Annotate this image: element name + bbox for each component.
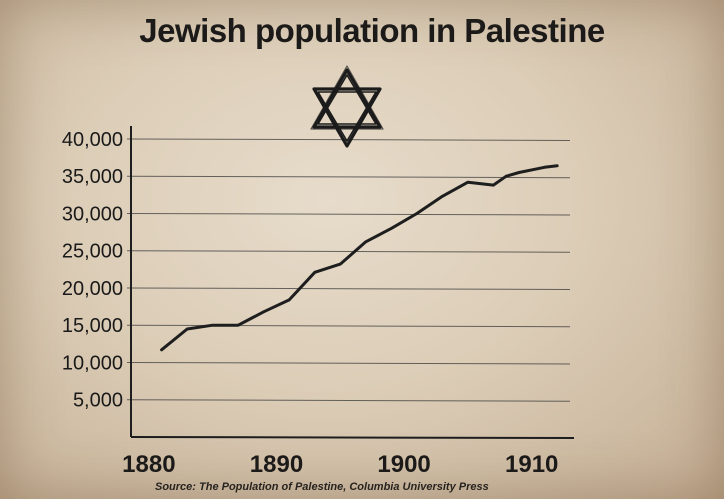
axes [130,126,575,439]
data-point [236,324,240,327]
y-tick-label: 25,000 [62,241,123,263]
data-point [288,298,291,302]
gridline-y [126,361,571,365]
x-tick-label: 1910 [505,451,558,478]
y-tick-labels: 5,000 10,000 15,000 20,000 25,000 30,000 35,00… [62,129,123,412]
y-tick-label: 20,000 [62,278,123,300]
source-note: Source: The Population of Palestine, Col… [155,481,489,493]
y-tick-label: 30,000 [62,203,123,225]
data-point [185,327,189,331]
data-point [517,171,521,174]
gridline-y [126,212,571,216]
series-population [160,164,559,352]
data-point [556,164,559,167]
x-axis [130,436,575,439]
y-tick-label: 5,000 [73,390,123,412]
chart-title: Jewish population in Palestine [139,12,605,49]
data-point [492,183,495,187]
gridline-y [126,324,571,328]
gridline-y [126,175,571,179]
data-point [262,310,265,314]
y-tick-label: 10,000 [62,352,123,374]
data-point [466,180,470,184]
y-tick-label: 40,000 [62,129,123,151]
data-point [504,174,508,178]
star-of-david-icon [310,65,384,148]
x-tick-label: 1890 [250,451,303,478]
data-point [211,324,214,327]
gridline-y [126,399,571,402]
data-point [543,166,546,169]
gridline-y [126,250,571,253]
data-point [441,195,444,198]
data-point [339,262,342,266]
series-line [160,164,559,352]
data-point [390,227,393,230]
data-point [364,240,368,243]
x-tick-label: 1880 [122,451,175,478]
data-point [415,212,419,215]
gridline-y [126,287,571,290]
data-point [160,348,163,352]
data-point [313,271,316,274]
y-tick-label: 35,000 [62,166,123,188]
x-tick-label: 1900 [377,451,430,478]
y-tick-label: 15,000 [62,315,123,337]
x-tick-labels: 1880 1890 1900 1910 [122,451,558,478]
